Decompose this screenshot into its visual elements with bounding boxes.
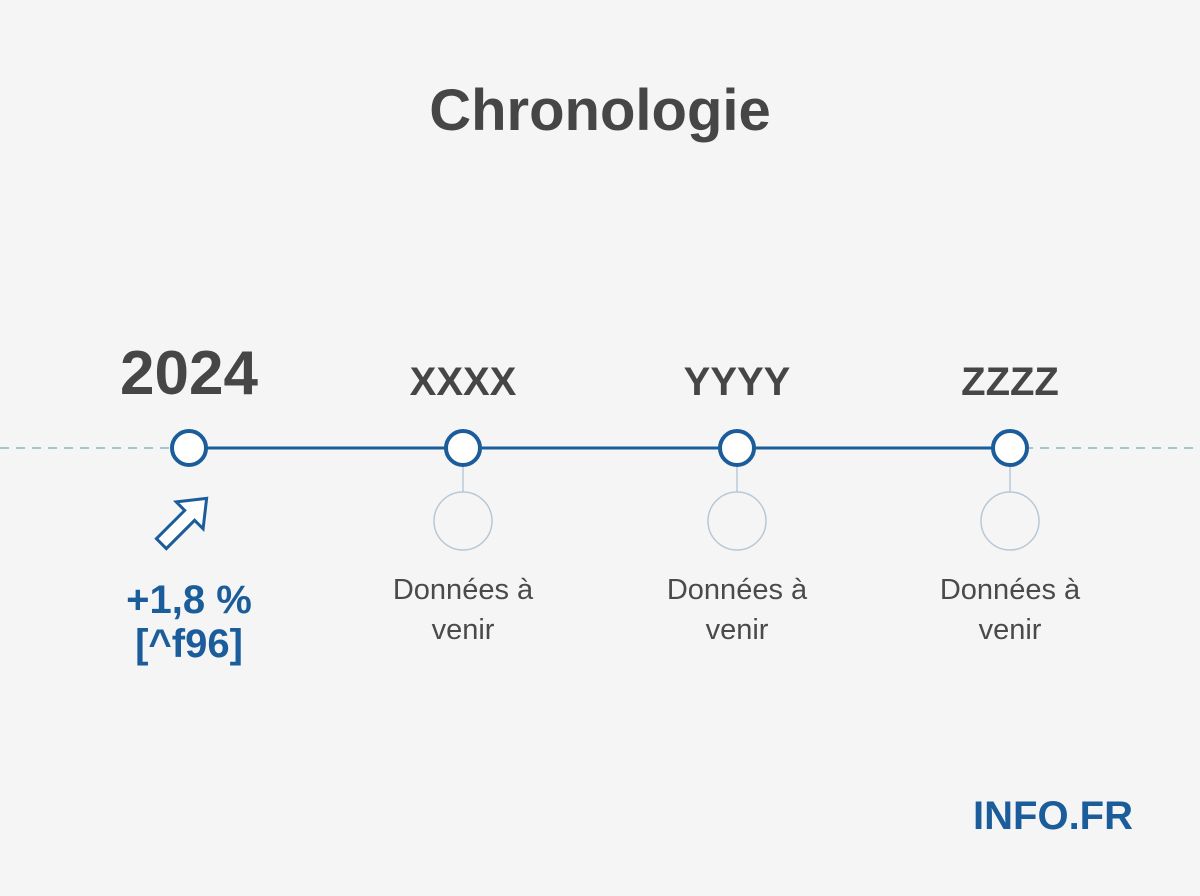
- timeline-node-2024: [170, 429, 208, 467]
- timeline-node-xxxx: [444, 429, 482, 467]
- pending-text-xxxx: Données à venir: [363, 570, 563, 650]
- year-label-zzzz: ZZZZ: [961, 360, 1059, 404]
- value-2024-percent: +1,8 %: [126, 578, 252, 622]
- pending-text-zzzz: Données à venir: [910, 570, 1110, 650]
- pending-line-2: venir: [705, 614, 769, 646]
- pending-line-1: Données à: [939, 574, 1081, 606]
- pending-line-1: Données à: [666, 574, 808, 606]
- page-title: Chronologie: [429, 78, 771, 143]
- brand-logo: INFO.FR: [973, 794, 1133, 838]
- year-label-xxxx: XXXX: [409, 360, 517, 404]
- year-label-yyyy: YYYY: [683, 360, 791, 404]
- pending-text-yyyy: Données à venir: [637, 570, 837, 650]
- arrow-up-right-icon: [154, 496, 209, 551]
- year-label-2024: 2024: [120, 339, 258, 408]
- pending-line-2: venir: [978, 614, 1042, 646]
- timeline-node-zzzz: [991, 429, 1029, 467]
- value-2024: +1,8 % [^f96]: [126, 578, 252, 666]
- empty-circle-icon: [980, 491, 1040, 551]
- empty-circle-icon: [433, 491, 493, 551]
- pending-line-1: Données à: [392, 574, 534, 606]
- pending-line-2: venir: [431, 614, 495, 646]
- value-2024-footnote: [^f96]: [135, 622, 243, 666]
- empty-circle-icon: [707, 491, 767, 551]
- timeline-node-yyyy: [718, 429, 756, 467]
